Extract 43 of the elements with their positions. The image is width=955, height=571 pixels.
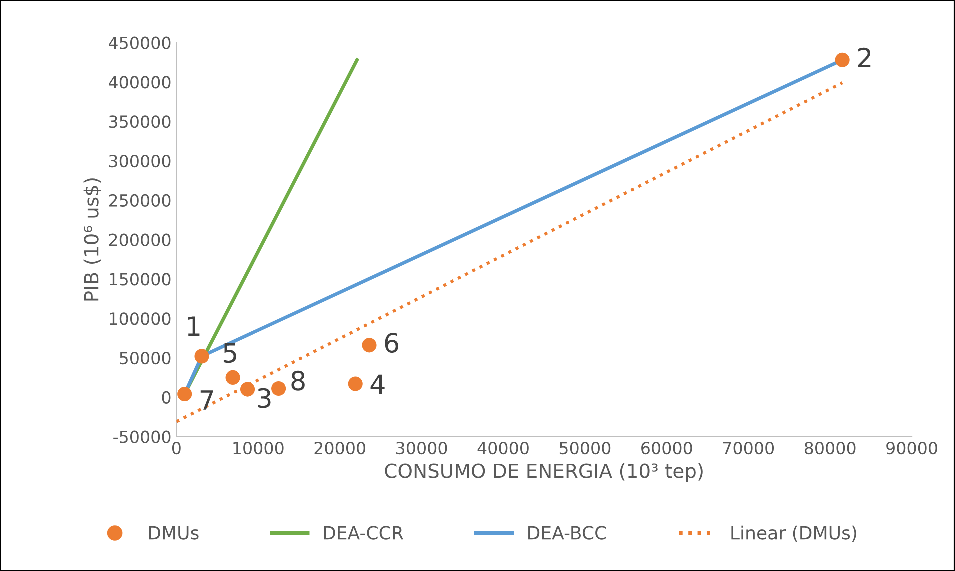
legend-label: Linear (DMUs) bbox=[732, 526, 856, 542]
annotation: 1 bbox=[188, 316, 200, 336]
x-tick-label: 80000 bbox=[804, 442, 856, 455]
point bbox=[178, 386, 192, 402]
annotation: 5 bbox=[224, 344, 236, 364]
x-tick-label: 90000 bbox=[886, 442, 938, 455]
legend-label: DEA-BCC bbox=[528, 526, 606, 540]
y-tick-label: 400000 bbox=[109, 76, 171, 89]
x-tick-label: 50000 bbox=[560, 442, 611, 455]
y-tick-label: 0 bbox=[162, 391, 171, 404]
y-tick-label: -50000 bbox=[114, 430, 171, 444]
annotation: 8 bbox=[292, 370, 305, 391]
y-tick-label: 350000 bbox=[109, 116, 171, 128]
x-tick-label: 40000 bbox=[478, 442, 529, 455]
legend-label: DEA-CCR bbox=[324, 526, 404, 540]
point bbox=[194, 349, 210, 364]
point bbox=[226, 370, 240, 385]
annotation: 6 bbox=[385, 333, 399, 354]
x-axis-title: CONSUMO DE ENERGIA (10³ tep) bbox=[385, 463, 703, 482]
x-tick-label: 70000 bbox=[723, 442, 774, 455]
annotation: 7 bbox=[200, 390, 214, 410]
annotation: 2 bbox=[858, 48, 871, 68]
point bbox=[272, 381, 286, 396]
x-tick-label: 0 bbox=[172, 442, 181, 455]
y-tick-label: 450000 bbox=[109, 36, 171, 50]
x-tick-label: 60000 bbox=[642, 442, 692, 455]
y-tick-label: 150000 bbox=[110, 273, 171, 286]
point bbox=[835, 52, 850, 68]
x-tick-label: 20000 bbox=[314, 442, 366, 455]
y-tick-label: 200000 bbox=[109, 234, 171, 246]
point bbox=[240, 382, 256, 397]
y-tick-label: 100000 bbox=[110, 312, 171, 326]
annotation: 3 bbox=[258, 388, 271, 408]
x-tick-label: 10000 bbox=[234, 442, 284, 455]
y-axis-title: PIB (10⁶ us$) bbox=[84, 178, 102, 301]
x-tick-label: 30000 bbox=[396, 442, 448, 455]
y-tick-label: 250000 bbox=[109, 194, 171, 207]
y-tick-label: 300000 bbox=[109, 154, 171, 168]
y-tick-label: 50000 bbox=[120, 352, 171, 365]
point bbox=[348, 376, 363, 392]
point bbox=[362, 338, 377, 353]
annotation: 4 bbox=[370, 374, 385, 394]
legend-label: DMUs bbox=[149, 526, 199, 540]
